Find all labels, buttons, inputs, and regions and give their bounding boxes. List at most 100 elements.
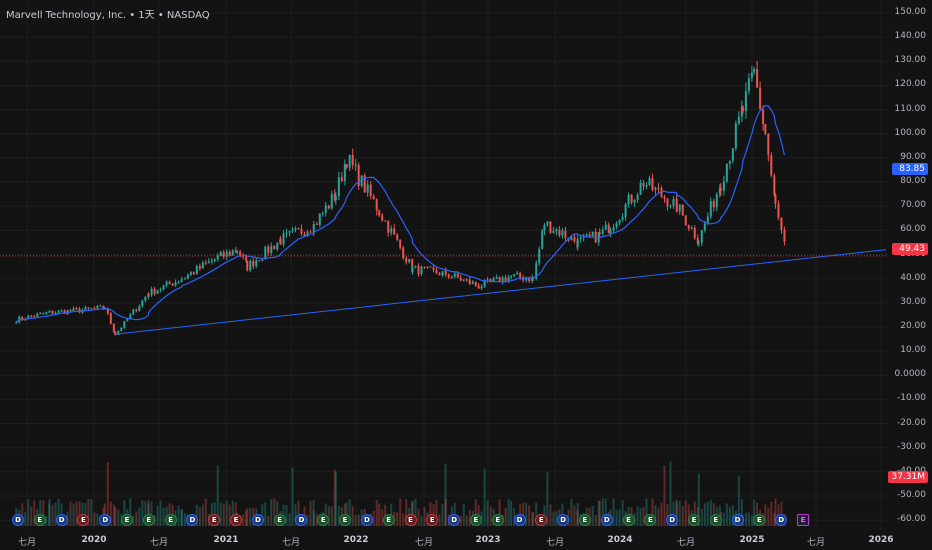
price-axis-tick: 30.00 [900, 296, 926, 307]
candle-body [549, 221, 552, 233]
volume-bar [87, 498, 90, 526]
candle-body [174, 282, 177, 286]
volume-bar [378, 503, 381, 526]
earnings-event-icon[interactable]: E [622, 514, 635, 526]
candle-body [453, 273, 456, 277]
candle-body [258, 260, 261, 262]
earnings-event-icon[interactable]: E [230, 514, 243, 526]
candle-body [147, 294, 150, 296]
earnings-event-icon[interactable]: E [77, 514, 90, 526]
earnings-event-icon[interactable]: E [578, 514, 591, 526]
dividend-event-icon[interactable]: D [775, 514, 788, 526]
candle-body [201, 262, 204, 269]
volume-bar [660, 502, 663, 526]
volume-bar [438, 514, 441, 526]
candle-body [471, 281, 474, 285]
earnings-event-icon[interactable]: E [709, 514, 722, 526]
earnings-event-icon[interactable]: E [208, 514, 221, 526]
volume-bar [117, 509, 120, 526]
candle-body [360, 175, 363, 187]
candle-body [426, 266, 429, 268]
volume-bar [444, 498, 447, 526]
dividend-event-icon[interactable]: D [251, 514, 264, 526]
dividend-event-icon[interactable]: D [55, 514, 68, 526]
dividend-event-icon[interactable]: D [666, 514, 679, 526]
candle-body [210, 260, 213, 262]
earnings-event-icon[interactable]: E [273, 514, 286, 526]
candle-body [51, 310, 54, 314]
dividend-event-icon[interactable]: D [99, 514, 112, 526]
candle-body [715, 194, 718, 208]
symbol-name[interactable]: Marvell Technology, Inc. [6, 10, 127, 21]
volume-bar [147, 500, 150, 526]
candle-body [604, 224, 607, 230]
volume-bar [597, 500, 600, 526]
volume-bar [204, 498, 207, 526]
volume-bar [669, 461, 672, 526]
volume-bar [399, 498, 402, 526]
price-axis-tick: 20.00 [900, 320, 926, 331]
interval-label[interactable]: 1天 [138, 10, 155, 21]
candle-body [183, 278, 186, 280]
dividend-event-icon[interactable]: D [186, 514, 199, 526]
candle-body [249, 260, 252, 271]
time-axis-month-tick: 七月 [149, 538, 169, 548]
earnings-event-icon[interactable]: E [687, 514, 700, 526]
earnings-event-icon[interactable]: E [535, 514, 548, 526]
dividend-event-icon[interactable]: D [513, 514, 526, 526]
dividend-event-icon[interactable]: D [600, 514, 613, 526]
volume-bar [441, 503, 444, 526]
earnings-event-icon[interactable]: E [404, 514, 417, 526]
earnings-event-icon[interactable]: E [339, 514, 352, 526]
candle-body [204, 262, 207, 264]
volume-bar [114, 507, 117, 526]
earnings-event-icon[interactable]: E [164, 514, 177, 526]
volume-bar [411, 500, 414, 526]
volume-bar [201, 504, 204, 526]
earnings-event-icon[interactable]: E [142, 514, 155, 526]
volume-bar [489, 506, 492, 526]
candle-body [660, 188, 663, 197]
volume-bar [141, 500, 144, 526]
dividend-event-icon[interactable]: D [12, 514, 24, 526]
candle-body [366, 184, 369, 193]
earnings-event-icon[interactable]: E [382, 514, 395, 526]
candle-body [588, 234, 591, 237]
candle-body [372, 196, 375, 200]
earnings-event-icon[interactable]: E [426, 514, 439, 526]
volume-bar [737, 475, 740, 526]
candle-body [777, 203, 780, 218]
candle-body [168, 281, 171, 284]
candle-body [687, 225, 690, 229]
header-separator: • [154, 10, 167, 21]
candle-body [706, 216, 709, 224]
upcoming-earnings-icon[interactable]: E [797, 514, 809, 526]
candle-body [654, 187, 657, 190]
volume-bar [135, 511, 138, 526]
dividend-event-icon[interactable]: D [295, 514, 308, 526]
dividend-event-icon[interactable]: D [731, 514, 744, 526]
earnings-event-icon[interactable]: E [753, 514, 766, 526]
volume-bar [285, 504, 288, 526]
earnings-event-icon[interactable]: E [644, 514, 657, 526]
candle-body [474, 281, 477, 286]
volume-bar [123, 500, 126, 526]
earnings-event-icon[interactable]: E [121, 514, 134, 526]
dividend-event-icon[interactable]: D [448, 514, 461, 526]
earnings-event-icon[interactable]: E [33, 514, 46, 526]
candle-body [483, 280, 486, 287]
candle-body [399, 239, 402, 248]
candle-body [96, 305, 99, 309]
dividend-event-icon[interactable]: D [360, 514, 373, 526]
candle-body [156, 290, 159, 294]
dividend-event-icon[interactable]: D [557, 514, 570, 526]
earnings-event-icon[interactable]: E [469, 514, 482, 526]
candle-body [378, 210, 381, 216]
candle-body [171, 283, 174, 286]
earnings-event-icon[interactable]: E [317, 514, 330, 526]
time-axis-year-tick: 2026 [868, 535, 894, 545]
candle-body [300, 228, 303, 234]
earnings-event-icon[interactable]: E [491, 514, 504, 526]
